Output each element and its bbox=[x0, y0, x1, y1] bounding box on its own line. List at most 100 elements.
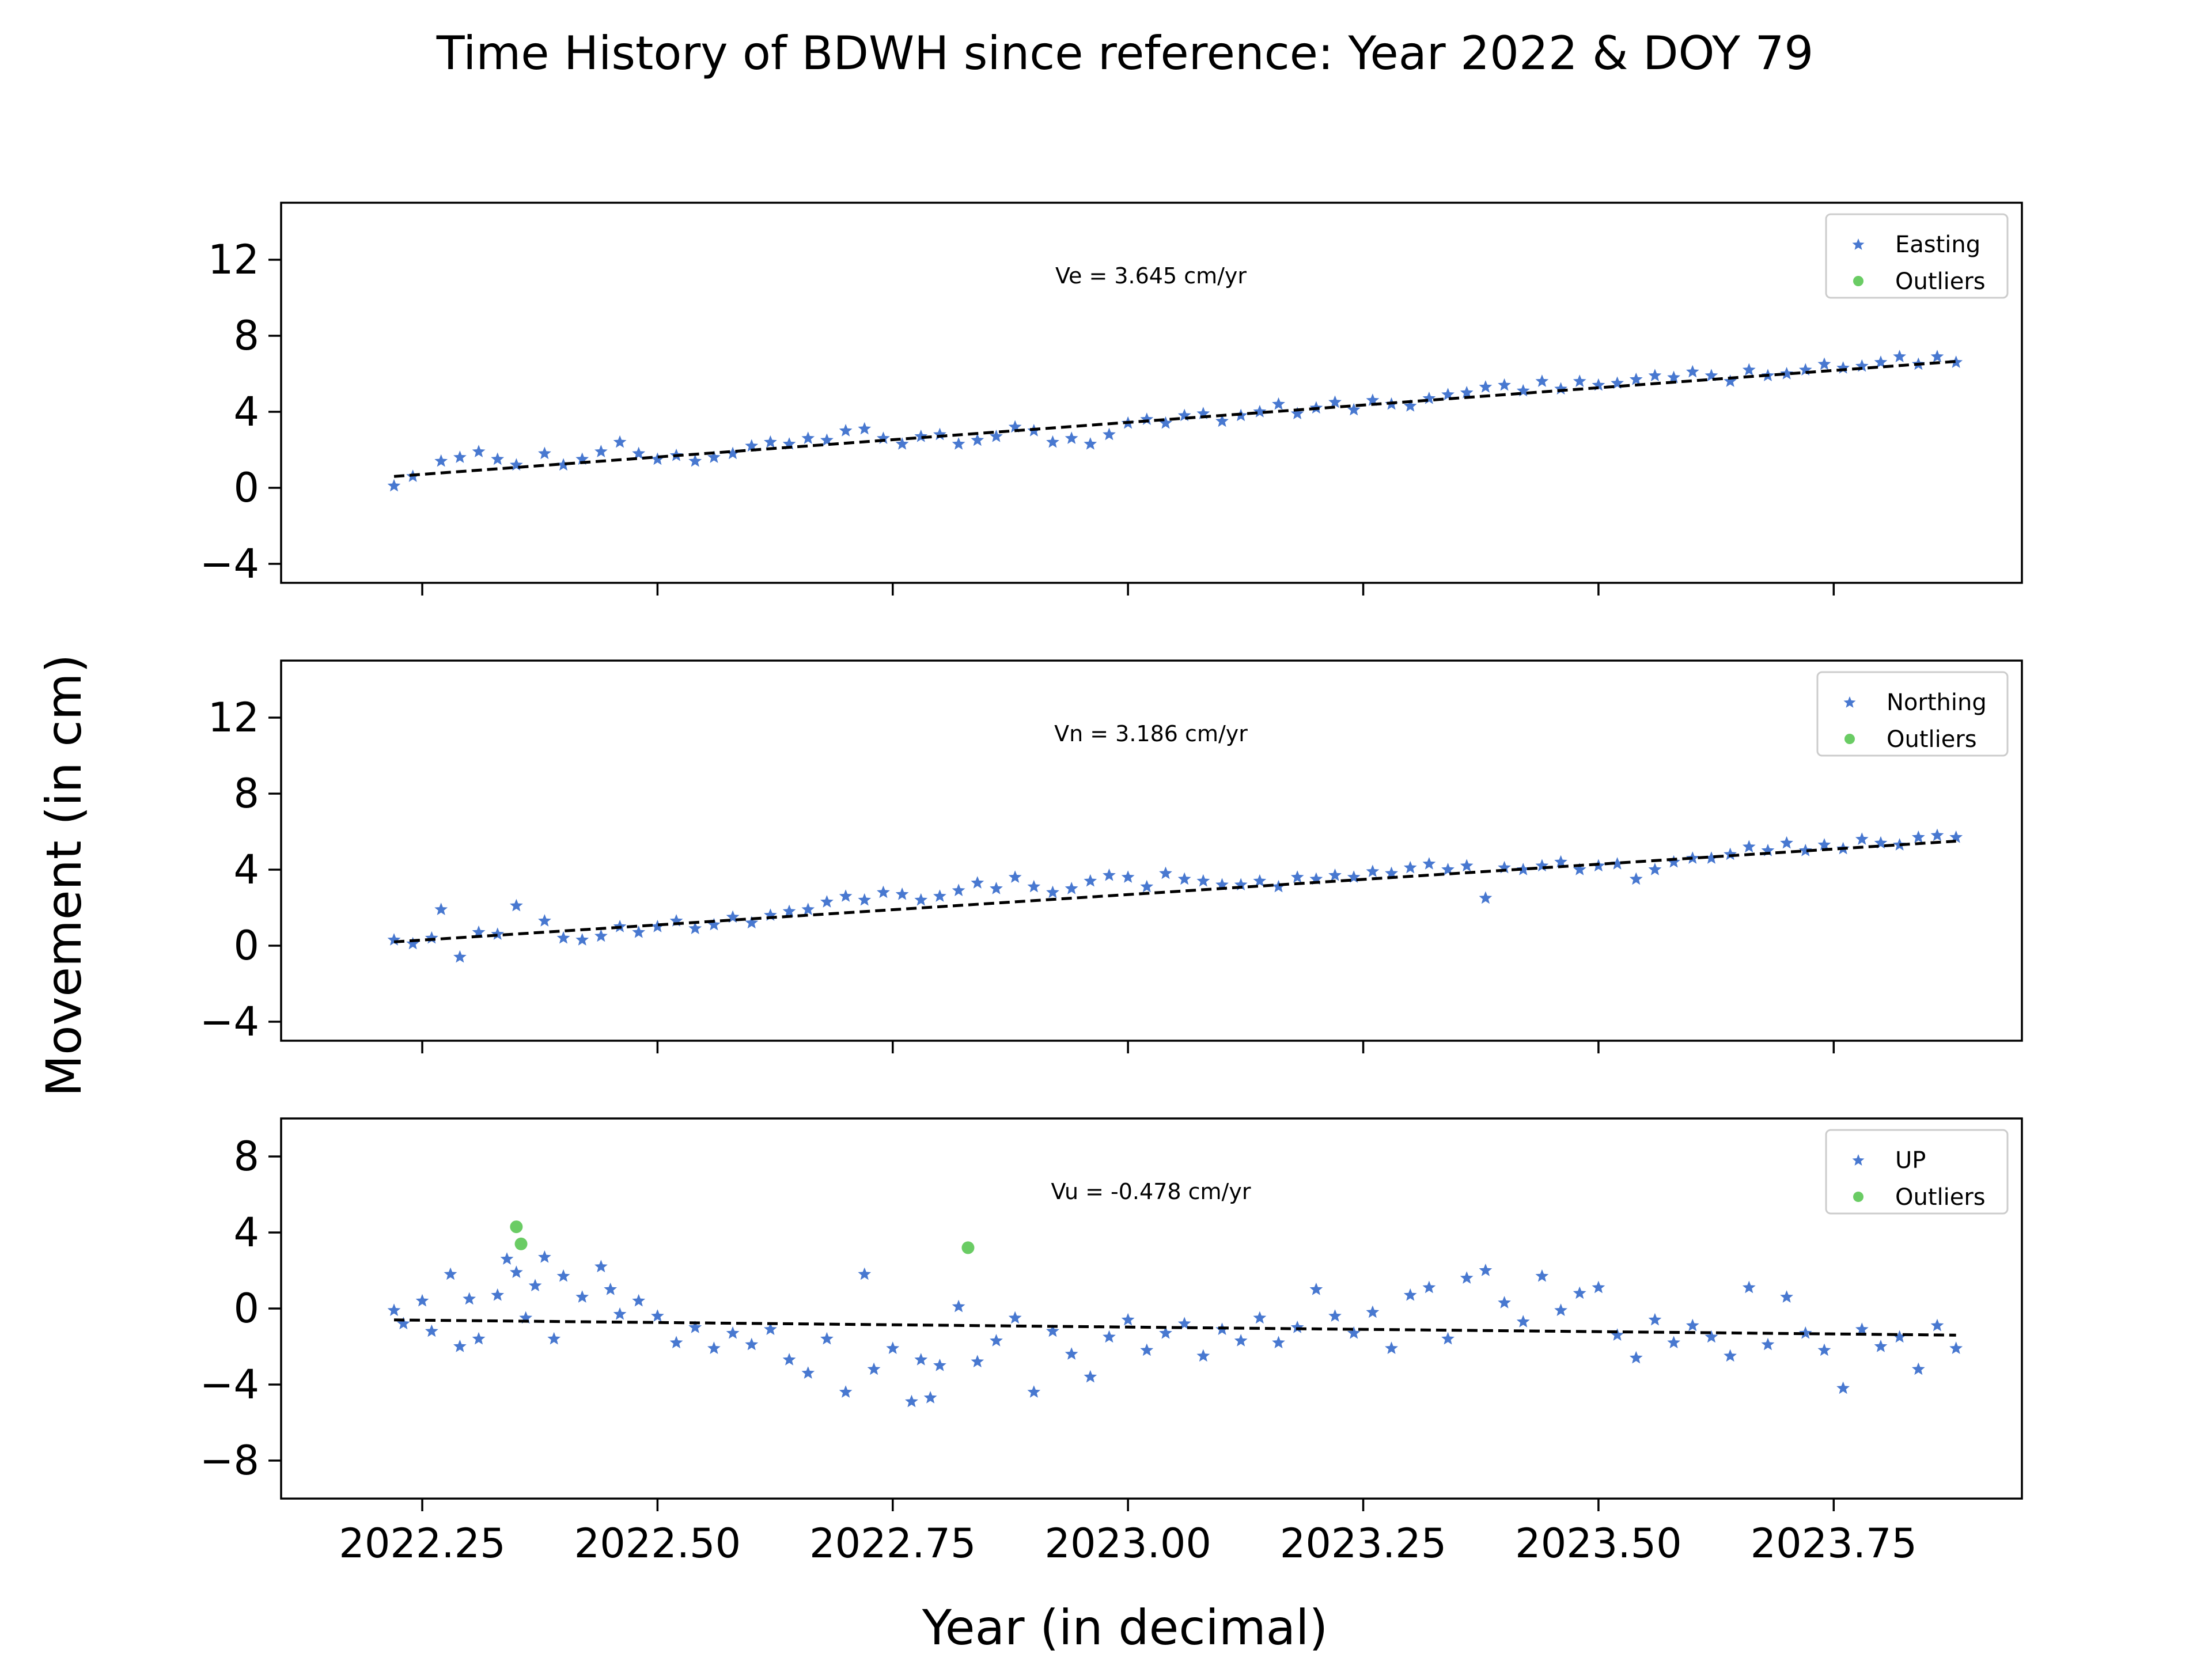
up-data-point bbox=[1780, 1290, 1793, 1303]
easting-data-point bbox=[594, 445, 608, 457]
up-data-point bbox=[1008, 1311, 1022, 1324]
up-data-point bbox=[801, 1366, 815, 1379]
easting-data-point bbox=[990, 429, 1003, 442]
up-data-point bbox=[1272, 1336, 1285, 1349]
northing-data-point bbox=[1027, 879, 1041, 893]
x-tick-label: 2023.75 bbox=[1751, 1520, 1917, 1567]
northing-data-point bbox=[877, 885, 890, 898]
northing-data-point bbox=[820, 895, 834, 908]
up-data-point bbox=[1592, 1280, 1605, 1294]
northing-data-point bbox=[858, 893, 872, 906]
easting-data-point bbox=[933, 427, 946, 441]
northing-y-tick-label: 12 bbox=[208, 694, 259, 741]
northing-y-tick-label: 4 bbox=[233, 846, 259, 893]
northing-data-point bbox=[895, 887, 909, 900]
northing-data-point bbox=[1705, 851, 1718, 864]
up-data-point bbox=[971, 1355, 984, 1368]
up-data-point bbox=[688, 1321, 702, 1333]
northing-data-point bbox=[1911, 830, 1925, 843]
northing-data-point bbox=[1761, 844, 1775, 856]
easting-data-point bbox=[1685, 365, 1699, 378]
up-data-point bbox=[1460, 1271, 1474, 1284]
northing-data-point bbox=[1290, 870, 1304, 883]
easting-data-point bbox=[839, 424, 853, 437]
northing-axes-frame bbox=[280, 659, 2023, 1042]
northing-data-point bbox=[726, 910, 740, 923]
up-data-point bbox=[396, 1317, 410, 1330]
easting-data-point bbox=[1592, 378, 1605, 391]
northing-data-point bbox=[707, 917, 721, 931]
panel-easting: −4 0 4 8 12 Ve = 3.645 cm/yr Easting Outliers bbox=[200, 202, 2023, 596]
up-data-point bbox=[1648, 1313, 1662, 1326]
up-data-point bbox=[1874, 1340, 1888, 1352]
up-outlier-point bbox=[961, 1241, 975, 1254]
up-axes-frame bbox=[280, 1117, 2023, 1500]
northing-data-point bbox=[1611, 857, 1624, 870]
northing-data-point bbox=[839, 889, 853, 902]
up-points bbox=[387, 1220, 1963, 1408]
up-data-point bbox=[1535, 1269, 1549, 1282]
easting-data-point bbox=[1253, 405, 1267, 418]
up-y-tick-label: −4 bbox=[200, 1361, 259, 1408]
northing-y-tick-label: 8 bbox=[233, 770, 259, 817]
up-data-point bbox=[1177, 1317, 1191, 1330]
up-data-point bbox=[444, 1267, 457, 1280]
up-data-point bbox=[1742, 1280, 1756, 1294]
northing-data-point bbox=[1498, 860, 1511, 874]
northing-y-tick-label: −4 bbox=[200, 998, 259, 1045]
up-data-point bbox=[1893, 1330, 1907, 1343]
northing-data-point bbox=[1460, 859, 1474, 872]
x-tick-label: 2022.50 bbox=[574, 1520, 741, 1567]
easting-data-point bbox=[510, 458, 523, 471]
easting-data-point bbox=[688, 454, 702, 467]
up-legend-outliers-marker bbox=[1853, 1192, 1863, 1202]
easting-legend-series-marker bbox=[1852, 238, 1865, 250]
up-data-point bbox=[867, 1362, 881, 1375]
easting-data-point bbox=[1159, 416, 1172, 429]
x-tick-label: 2022.75 bbox=[809, 1520, 976, 1567]
northing-data-point bbox=[472, 925, 486, 938]
up-data-point bbox=[1724, 1349, 1737, 1362]
x-tick-label: 2023.25 bbox=[1280, 1520, 1446, 1567]
northing-legend-outliers-marker bbox=[1844, 734, 1855, 744]
up-data-point bbox=[463, 1292, 476, 1305]
easting-legend: Easting Outliers bbox=[1825, 213, 2009, 299]
easting-data-point bbox=[1893, 350, 1907, 362]
easting-data-point bbox=[858, 422, 872, 435]
up-data-point bbox=[782, 1353, 796, 1366]
easting-data-point bbox=[1855, 359, 1869, 372]
easting-data-point bbox=[556, 458, 570, 471]
up-data-point bbox=[604, 1283, 618, 1295]
northing-data-point bbox=[1046, 885, 1059, 898]
easting-data-point bbox=[1535, 374, 1549, 387]
up-y-tick-label: −8 bbox=[200, 1437, 259, 1484]
up-data-point bbox=[726, 1326, 740, 1339]
northing-data-point bbox=[745, 916, 759, 929]
northing-data-point bbox=[764, 908, 777, 921]
northing-data-point bbox=[1798, 844, 1812, 856]
up-data-point bbox=[1027, 1385, 1041, 1398]
up-data-point bbox=[547, 1332, 561, 1345]
up-data-point bbox=[453, 1340, 467, 1352]
easting-data-point bbox=[1103, 427, 1116, 441]
up-data-point bbox=[1366, 1305, 1380, 1318]
easting-data-point bbox=[1874, 355, 1888, 368]
northing-data-point bbox=[1479, 891, 1493, 904]
easting-data-point bbox=[820, 433, 834, 446]
northing-data-point bbox=[434, 902, 448, 915]
x-tick-label: 2023.00 bbox=[1044, 1520, 1211, 1567]
easting-data-point bbox=[1836, 361, 1850, 374]
northing-data-point bbox=[1328, 868, 1342, 881]
northing-data-point bbox=[933, 889, 946, 902]
easting-data-point bbox=[651, 452, 664, 465]
easting-data-point bbox=[1460, 386, 1474, 399]
up-data-point bbox=[491, 1288, 505, 1301]
up-data-point bbox=[1516, 1315, 1530, 1328]
northing-data-point bbox=[1159, 866, 1172, 879]
up-data-point bbox=[556, 1269, 570, 1282]
easting-data-point bbox=[472, 445, 486, 457]
up-data-point bbox=[613, 1307, 627, 1320]
up-legend: UP Outliers bbox=[1825, 1129, 2009, 1215]
